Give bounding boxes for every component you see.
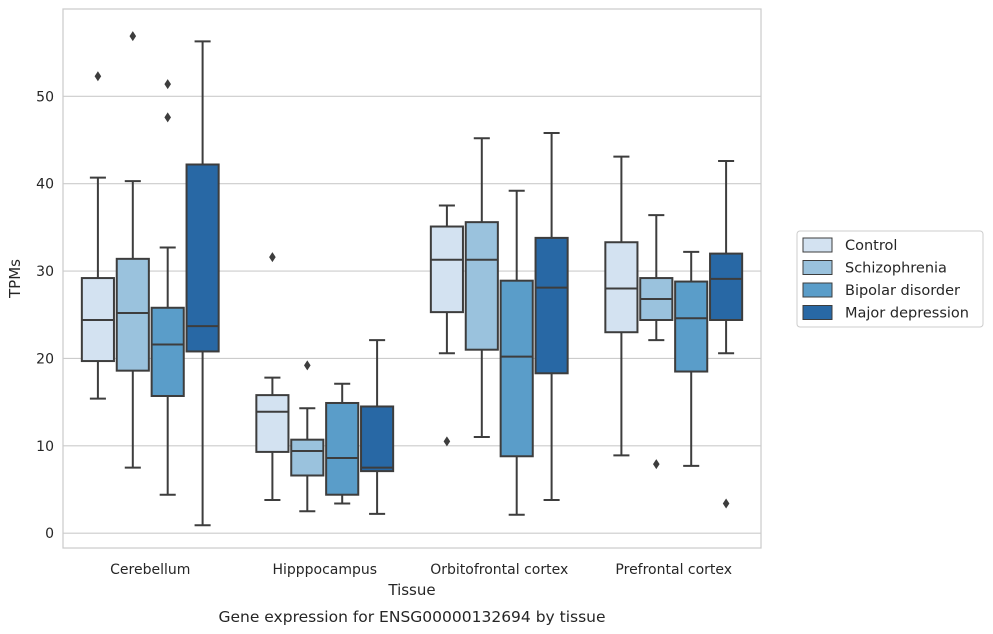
box [604,241,639,334]
legend: Control Schizophrenia Bipolar disorder Majo… [796,230,984,328]
outlier-point [653,459,660,470]
outlier-point [269,252,276,263]
box [290,438,325,477]
box-group [325,382,360,505]
legend-swatch [802,260,833,275]
outlier-point [304,360,311,371]
y-tick-label: 20 [36,351,54,367]
legend-swatch [802,282,833,298]
y-tick-label: 0 [45,526,54,542]
box-group [674,250,709,467]
outlier-point [164,112,171,123]
y-tick-label: 10 [36,439,54,455]
box-group [150,79,185,496]
x-tick-label: Orbitofrontal cortex [430,562,568,578]
box [709,252,744,321]
plot-area-frame [62,8,762,549]
box-group [499,189,534,516]
figure-caption: Gene expression for ENSG00000132694 by t… [218,608,605,626]
x-tick-label: Prefrontal cortex [615,562,732,578]
legend-label: Bipolar disorder [845,283,960,299]
legend-entries: Control Schizophrenia Bipolar disorder Majo… [802,237,969,322]
box-group [255,252,290,501]
box-group [464,137,499,439]
x-axis-label: Tissue [387,581,435,599]
box-group [360,339,395,515]
y-tick-label: 30 [36,264,54,280]
box-group [604,155,639,457]
box [499,279,534,458]
legend-swatch [802,237,833,253]
box [115,257,150,372]
box [360,405,395,473]
legend-swatch [802,305,833,320]
outlier-point [164,79,171,90]
x-tick-label: Hipppocampus [272,562,377,578]
box [150,306,185,397]
outlier-point [443,436,451,447]
y-axis-label: TPMs [6,259,24,299]
box [185,163,220,353]
box [534,236,569,375]
box-group [639,214,674,470]
box-group [185,40,220,527]
legend-label: Control [845,238,897,254]
box [429,225,464,314]
legend-frame [796,230,984,328]
box-layer [80,31,744,527]
box-group [80,71,115,400]
y-tick-labels: 0 10 20 30 40 50 [36,89,54,542]
y-tick-label: 50 [36,89,54,105]
box-group [709,160,744,509]
box [255,394,290,453]
box-group [290,360,325,513]
legend-label: Schizophrenia [845,261,947,277]
box-group [534,132,569,501]
outlier-point [94,71,102,82]
x-tick-labels: Cerebellum Hipppocampus Orbitofrontal cort… [110,562,732,578]
box-group [429,204,464,447]
box [674,280,709,373]
legend-label: Major depression [845,306,969,322]
outlier-point [722,498,730,509]
box [464,221,499,351]
box-group [115,31,150,469]
x-tick-label: Cerebellum [110,562,190,578]
box [325,401,360,496]
outlier-point [129,31,137,42]
y-tick-label: 40 [36,177,54,193]
